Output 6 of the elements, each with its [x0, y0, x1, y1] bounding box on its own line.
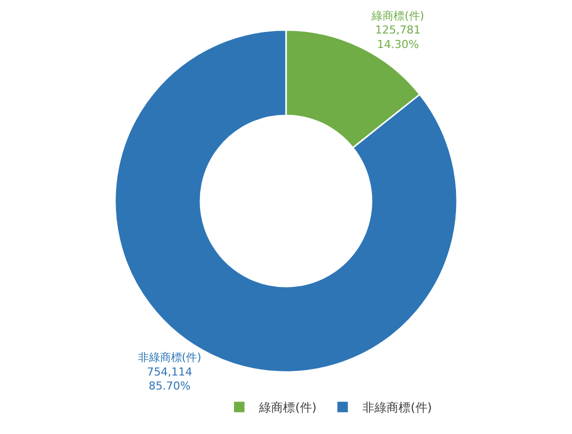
legend-label: 非綠商標(件): [362, 400, 432, 415]
data-label: 754,114 85.70%: [146, 365, 192, 393]
slice-label: 非綠商標(件): [138, 351, 202, 364]
legend-label: 綠商標(件): [258, 400, 317, 415]
data-label: 125,781 14.30%: [375, 24, 421, 51]
slice-label: 綠商標(件): [370, 9, 424, 22]
